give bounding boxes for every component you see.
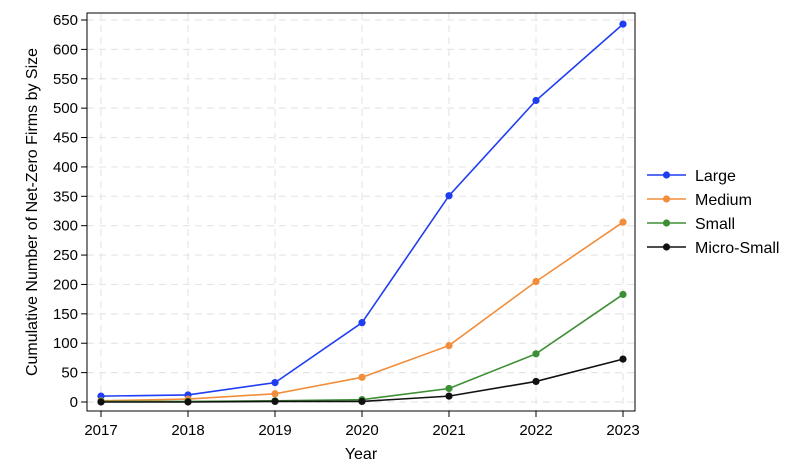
data-point: [619, 20, 627, 28]
plot-frame: [86, 12, 636, 412]
data-point: [445, 392, 453, 400]
y-axis-ticks: 0 50 100 150 200 250 300 350 400 450 500 550 600 650: [53, 12, 87, 411]
data-point: [532, 377, 540, 386]
series-large: [97, 20, 627, 400]
series-micro-small: [97, 355, 627, 406]
y-tick-label: 300: [53, 218, 78, 235]
x-axis-title: Year: [345, 446, 378, 463]
legend-swatch-marker: [662, 243, 671, 251]
data-point: [532, 96, 540, 105]
data-point: [619, 218, 627, 226]
y-tick-label: 250: [53, 247, 78, 264]
x-tick-label: 2018: [171, 422, 204, 439]
y-tick-label: 0: [70, 394, 78, 411]
y-tick-label: 100: [53, 335, 78, 352]
legend-item: Micro-Small: [647, 240, 779, 257]
x-tick-label: 2019: [258, 422, 291, 439]
x-tick-label: 2023: [606, 422, 639, 439]
legend: Large Medium Small Micro-Small: [647, 168, 779, 257]
data-point: [532, 350, 540, 358]
y-tick-label: 600: [53, 41, 78, 58]
y-tick-label: 350: [53, 188, 78, 205]
y-tick-label: 150: [53, 306, 78, 323]
data-point: [358, 373, 366, 381]
y-tick-label: 550: [53, 71, 78, 88]
x-tick-label: 2020: [345, 422, 378, 439]
data-point: [445, 384, 453, 393]
legend-swatch-marker: [662, 171, 671, 179]
x-axis-ticks: 2017 2018 2019 2020 2021 2022 2023: [84, 411, 640, 439]
data-point: [445, 192, 453, 200]
legend-label: Micro-Small: [695, 240, 779, 257]
y-tick-label: 450: [53, 130, 78, 147]
data-point: [271, 390, 279, 398]
legend-label: Large: [695, 168, 736, 185]
legend-label: Medium: [695, 192, 752, 209]
y-tick-label: 500: [53, 100, 78, 117]
legend-swatch-marker: [662, 195, 671, 203]
data-point: [271, 397, 279, 406]
data-point: [619, 355, 627, 363]
data-point: [184, 398, 192, 406]
legend-swatch-marker: [662, 219, 671, 227]
data-point: [619, 290, 627, 299]
data-point: [532, 277, 540, 286]
data-point: [97, 398, 105, 406]
legend-item: Small: [647, 216, 735, 233]
y-tick-label: 50: [61, 365, 78, 382]
data-point: [358, 319, 366, 327]
legend-item: Medium: [647, 192, 752, 209]
grid: [87, 13, 635, 411]
legend-label: Small: [695, 216, 735, 233]
legend-item: Large: [647, 168, 736, 185]
data-point: [358, 397, 366, 406]
series: [97, 20, 627, 406]
x-tick-label: 2022: [519, 422, 552, 439]
y-tick-label: 650: [53, 12, 78, 29]
x-tick-label: 2017: [84, 422, 117, 439]
data-point: [445, 341, 453, 350]
y-axis-title: Cumulative Number of Net-Zero Firms by S…: [24, 48, 41, 376]
data-point: [271, 379, 279, 387]
y-tick-label: 400: [53, 159, 78, 176]
x-tick-label: 2021: [432, 422, 465, 439]
y-tick-label: 200: [53, 276, 78, 293]
